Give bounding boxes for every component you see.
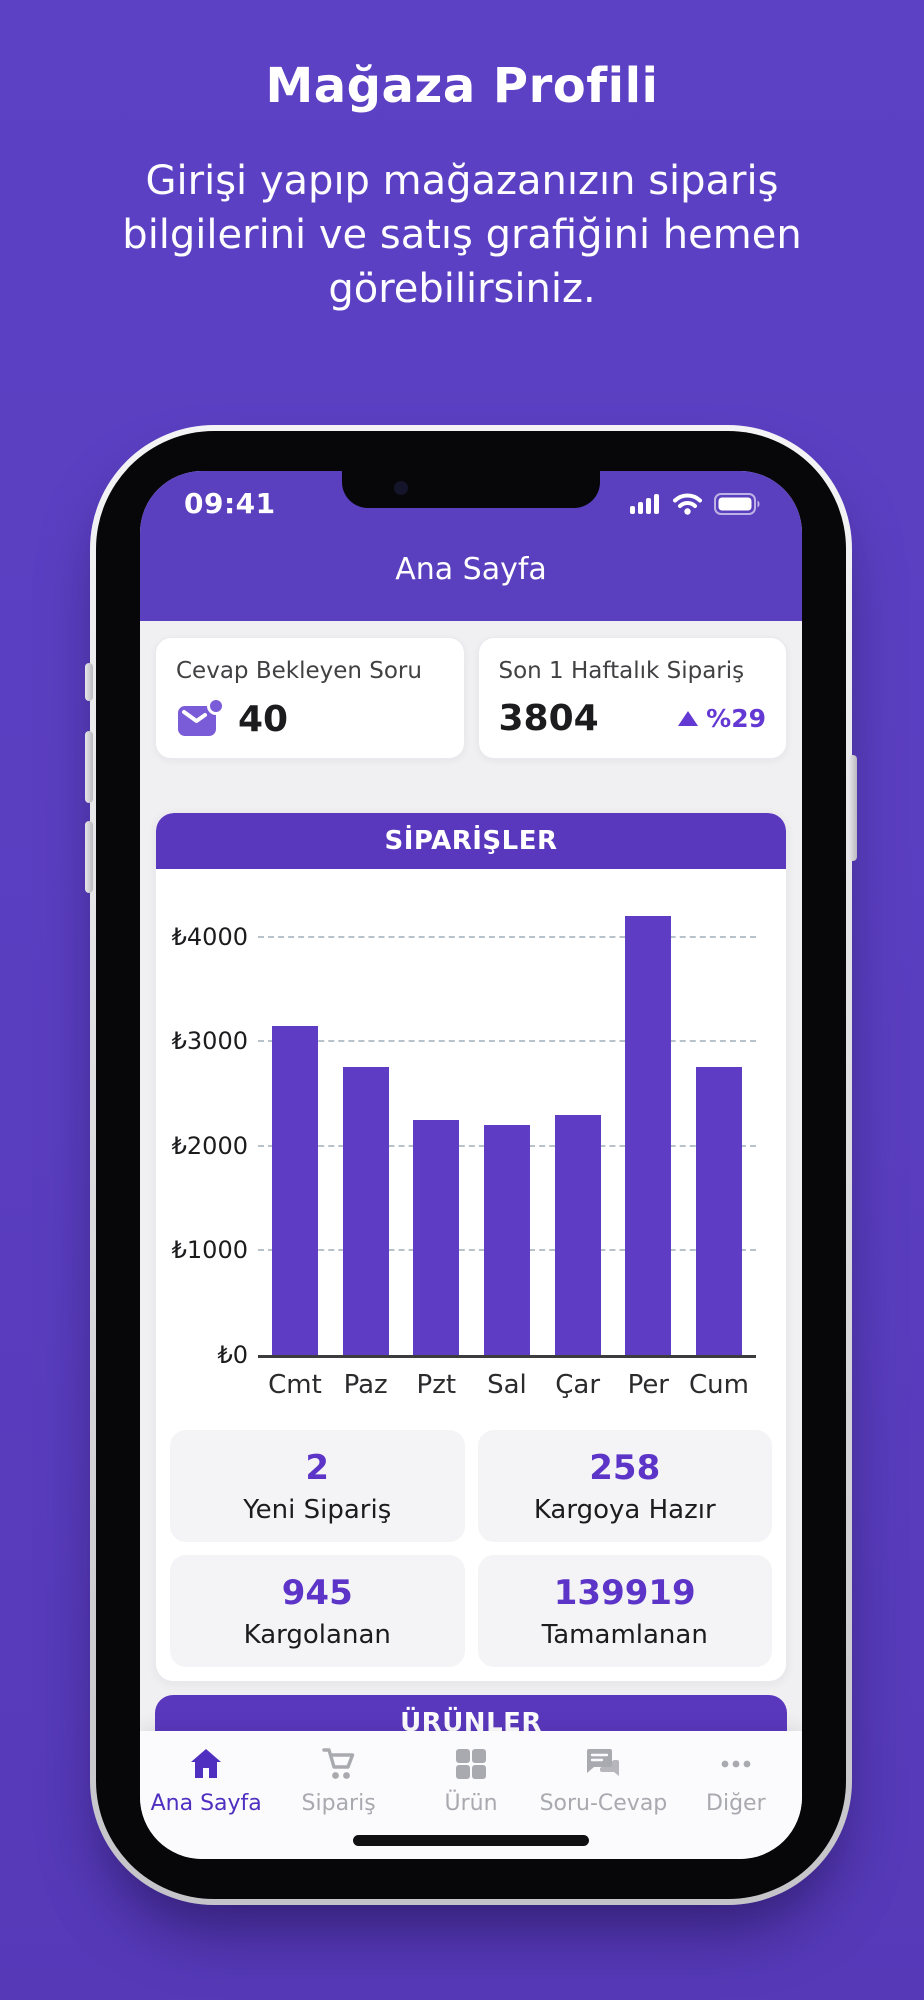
orders-bar-chart: ₺0 ₺1000 ₺2000 ₺3000 ₺4000 — [156, 895, 786, 1369]
tab-label: Soru-Cevap — [539, 1791, 668, 1816]
x-tick-label: Cum — [688, 1370, 749, 1400]
front-camera — [394, 481, 408, 495]
grid-icon — [453, 1746, 489, 1782]
bar-Cmt — [272, 1026, 318, 1355]
card-label: Cevap Bekleyen Soru — [176, 658, 422, 684]
stat-new-orders: 2 Yeni Sipariş — [170, 1430, 465, 1542]
subtitle-line: bilgilerini ve satış grafiğini hemen — [122, 212, 802, 258]
bar-Çar — [554, 1115, 601, 1355]
subtitle-line: Girişi yapıp mağazanızın sipariş — [145, 158, 779, 204]
tab-label: Ürün — [444, 1791, 498, 1816]
stat-shipped: 945 Kargolanan — [170, 1555, 465, 1667]
pending-questions-value: 40 — [238, 698, 289, 740]
x-tick-label: Per — [627, 1370, 669, 1400]
hero-section: Mağaza Profili Girişi yapıp mağazanızın … — [0, 58, 924, 316]
stat-value: 258 — [589, 1447, 661, 1488]
tab-label: Ana Sayfa — [150, 1791, 262, 1816]
bar-Per — [625, 916, 672, 1355]
orders-section-card: SİPARİŞLER ₺0 ₺1000 ₺2000 ₺3000 ₺4000 Cmt Paz… — [155, 812, 787, 1682]
x-tick-label: Paz — [343, 1370, 388, 1400]
volume-up-button — [85, 731, 93, 803]
unread-mail-icon — [176, 698, 224, 740]
gridline — [258, 1040, 756, 1042]
stat-ready-to-ship: 258 Kargoya Hazır — [477, 1430, 772, 1542]
trend-value: %29 — [706, 704, 766, 733]
signal-icon — [629, 492, 661, 516]
page-title: Mağaza Profili — [265, 58, 659, 114]
gridline — [258, 936, 756, 938]
pending-questions-card: Cevap Bekleyen Soru 40 — [155, 637, 465, 759]
home-icon — [187, 1746, 225, 1782]
x-tick-label: Cmt — [268, 1370, 322, 1400]
bottom-tab-bar: Ana Sayfa Sipariş — [140, 1731, 802, 1859]
y-tick-label: ₺4000 — [171, 923, 248, 951]
y-tick-label: ₺3000 — [171, 1027, 248, 1055]
subtitle-line: görebilirsiniz. — [328, 266, 596, 312]
stat-label: Yeni Sipariş — [243, 1494, 392, 1525]
page-subtitle: Girişi yapıp mağazanızın sipariş bilgile… — [0, 154, 924, 316]
tab-orders[interactable]: Sipariş — [272, 1746, 404, 1816]
phone-bezel: 09:41 — [96, 431, 846, 1899]
home-content: Cevap Bekleyen Soru 40 — [140, 621, 802, 1751]
phone-mockup: 09:41 — [85, 425, 857, 1905]
volume-down-button — [85, 821, 93, 893]
chart-y-axis: ₺0 ₺1000 ₺2000 ₺3000 ₺4000 — [156, 895, 258, 1369]
chart-x-axis: Cmt Paz Pzt Sal Çar Per Cum — [258, 1370, 756, 1400]
wifi-icon — [672, 492, 703, 515]
bar-Sal — [483, 1125, 530, 1355]
card-label: Son 1 Haftalık Sipariş — [498, 658, 745, 684]
x-tick-label: Çar — [555, 1370, 601, 1400]
home-indicator[interactable] — [353, 1835, 589, 1846]
orders-section-banner: SİPARİŞLER — [156, 813, 786, 869]
chat-icon — [584, 1746, 622, 1782]
status-bar: 09:41 — [140, 471, 802, 520]
stat-label: Kargoya Hazır — [533, 1494, 716, 1525]
more-dots-icon — [717, 1746, 755, 1782]
nav-title: Ana Sayfa — [395, 552, 547, 587]
power-button — [849, 755, 857, 861]
weekly-orders-card: Son 1 Haftalık Sipariş 3804 %29 — [477, 637, 787, 759]
tab-label: Sipariş — [301, 1791, 376, 1816]
tab-more[interactable]: Diğer — [670, 1746, 802, 1816]
stat-value: 139919 — [553, 1572, 696, 1613]
app-header: 09:41 — [140, 471, 802, 621]
bar-Cum — [695, 1067, 742, 1355]
trend-up-icon — [678, 711, 699, 726]
bar-Pzt — [413, 1120, 460, 1355]
notch — [342, 471, 600, 508]
x-tick-label: Pzt — [416, 1370, 457, 1400]
status-time: 09:41 — [184, 487, 276, 520]
stat-value: 945 — [281, 1572, 353, 1613]
tab-label: Diğer — [706, 1791, 766, 1816]
phone-screen: 09:41 — [140, 471, 802, 1859]
bar-plot — [258, 895, 756, 1358]
battery-icon — [714, 492, 762, 516]
mute-switch — [85, 663, 93, 701]
y-tick-label: ₺0 — [217, 1341, 248, 1369]
x-tick-label: Sal — [487, 1370, 527, 1400]
summary-cards-row: Cevap Bekleyen Soru 40 — [155, 637, 787, 759]
stat-label: Kargolanan — [243, 1619, 391, 1650]
cart-icon — [320, 1746, 358, 1782]
stat-value: 2 — [305, 1447, 330, 1488]
order-stats-grid: 2 Yeni Sipariş 258 Kargoya Hazır 945 Kar… — [156, 1400, 786, 1681]
tab-products[interactable]: Ürün — [405, 1746, 537, 1816]
tab-qa[interactable]: Soru-Cevap — [537, 1746, 669, 1816]
weekly-orders-value: 3804 — [498, 698, 599, 739]
y-tick-label: ₺1000 — [171, 1236, 248, 1264]
tab-home[interactable]: Ana Sayfa — [140, 1746, 272, 1816]
y-tick-label: ₺2000 — [171, 1132, 248, 1160]
trend-badge: %29 — [678, 704, 766, 733]
stat-completed: 139919 Tamamlanan — [477, 1555, 772, 1667]
bar-Paz — [342, 1067, 389, 1355]
stat-label: Tamamlanan — [541, 1619, 708, 1650]
